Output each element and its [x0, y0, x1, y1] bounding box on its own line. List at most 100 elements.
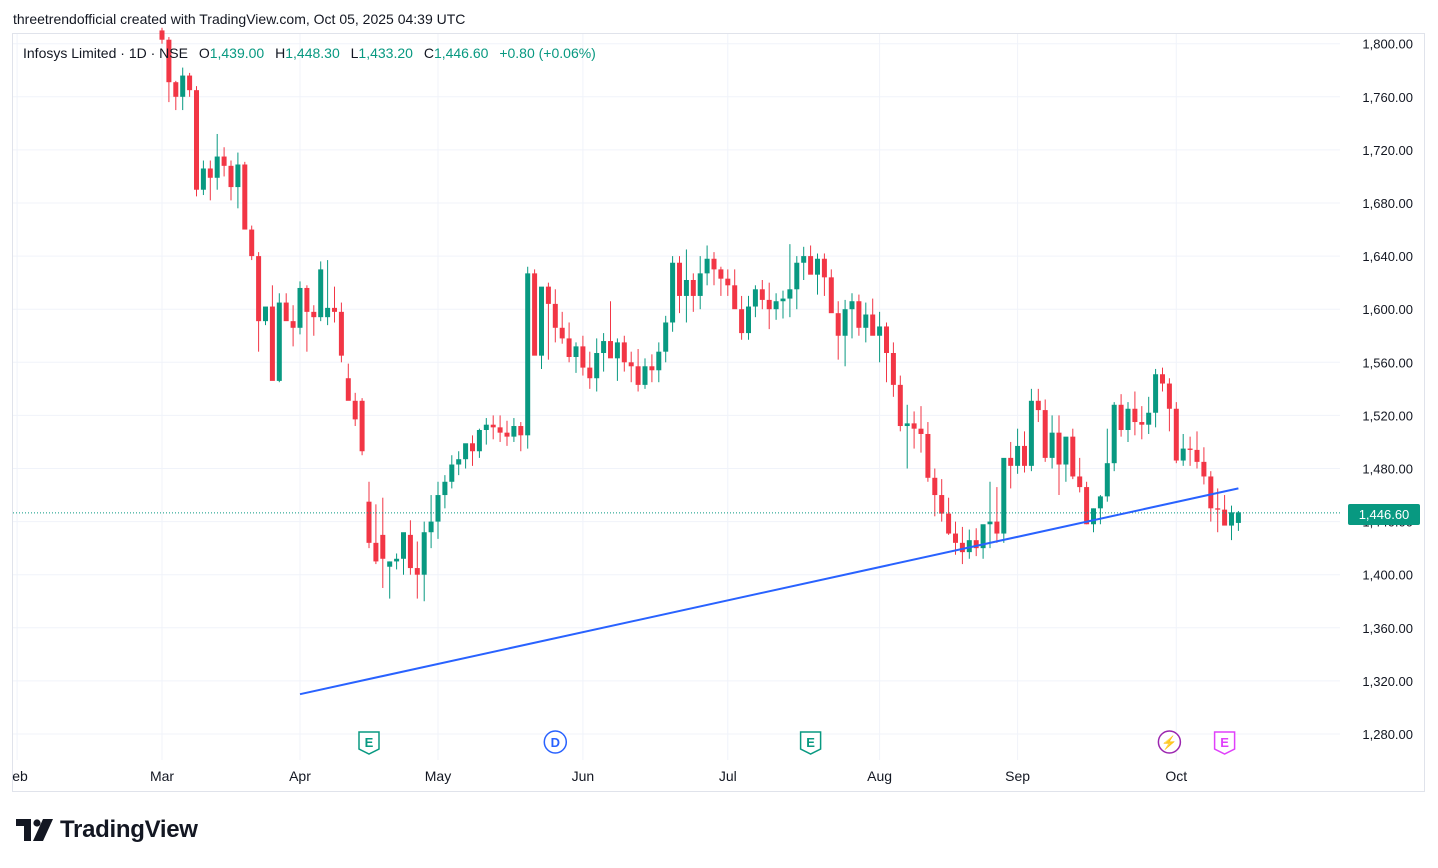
candle — [407, 520, 413, 575]
candle-body — [442, 481, 448, 496]
axes: 1,800.00 1,760.00 1,720.00 1,680.00 1,640.00… — [12, 37, 1413, 784]
candle-body — [725, 278, 731, 286]
candle — [766, 282, 772, 330]
candle — [980, 524, 986, 559]
candle — [1049, 415, 1055, 469]
candles — [159, 27, 1241, 602]
tradingview-brand[interactable]: TradingView — [16, 816, 198, 844]
candle-body — [987, 521, 993, 525]
candle-body — [159, 30, 165, 40]
candle — [1111, 402, 1117, 472]
candle-body — [697, 273, 703, 296]
x-tick-label: Apr — [289, 768, 311, 784]
candle-body — [980, 524, 986, 549]
ohlc-legend: Infosys Limited · 1D · NSE O1,439.00 H1,… — [23, 45, 596, 61]
candle — [877, 311, 883, 363]
candle — [566, 322, 572, 363]
candle — [414, 541, 420, 599]
candle — [1001, 457, 1007, 543]
candle-body — [276, 302, 282, 381]
candle-body — [1111, 404, 1117, 464]
candle — [808, 245, 814, 275]
event-marker[interactable]: D — [543, 730, 568, 754]
x-tick-label: Oct — [1165, 768, 1187, 784]
candle — [828, 269, 834, 314]
candle-body — [394, 558, 400, 562]
y-tick-label: 1,520.00 — [1362, 408, 1413, 423]
y-tick-label: 1,400.00 — [1362, 568, 1413, 583]
candle — [835, 301, 841, 360]
candle-body — [621, 342, 627, 363]
candle-body — [594, 353, 600, 379]
candle — [635, 349, 641, 392]
candle — [200, 160, 206, 196]
candle-body — [608, 341, 613, 359]
candle-body — [966, 540, 972, 553]
event-marker[interactable]: E — [1213, 731, 1236, 755]
legend-close-value: 1,446.60 — [433, 45, 489, 61]
candle-body — [207, 168, 213, 178]
overlays: E D E ⚡ E — [13, 487, 1340, 755]
candle — [932, 468, 938, 517]
candle — [759, 279, 765, 310]
y-tick-label: 1,800.00 — [1362, 37, 1413, 52]
candle — [463, 443, 469, 469]
candle-body — [918, 428, 924, 434]
event-marker-shape — [799, 731, 822, 755]
event-marker[interactable]: E — [799, 731, 822, 755]
candle-body — [739, 309, 745, 334]
candle — [525, 266, 531, 449]
candle — [269, 285, 275, 381]
last-price-tag: 1,446.60 — [1348, 504, 1420, 525]
candle-body — [497, 427, 503, 433]
candle-body — [670, 262, 676, 323]
legend-open-value: 1,439.00 — [209, 45, 265, 61]
event-marker[interactable]: E — [358, 731, 380, 755]
candle-body — [428, 521, 434, 533]
legend-change-value: +0.80 (+0.06%) — [499, 45, 596, 61]
event-marker-circle — [543, 730, 568, 754]
y-tick-label: 1,640.00 — [1362, 249, 1413, 264]
event-marker[interactable]: ⚡ — [1157, 730, 1182, 754]
y-tick-label: 1,760.00 — [1362, 90, 1413, 105]
candle-body — [235, 164, 241, 188]
legend-open-label: O — [198, 45, 210, 61]
candle — [1229, 505, 1234, 541]
candle-body — [752, 289, 758, 307]
candle — [718, 266, 724, 296]
candle — [518, 422, 524, 452]
candle — [159, 27, 165, 44]
y-tick-label: 1,280.00 — [1362, 727, 1413, 742]
candle-body — [387, 561, 393, 567]
candle-body — [166, 39, 172, 83]
candle — [1235, 510, 1241, 531]
candle-body — [456, 459, 462, 465]
candle-body — [580, 346, 586, 368]
candle — [959, 526, 965, 565]
candle — [856, 294, 862, 336]
candle-body — [332, 307, 337, 312]
candle — [628, 351, 634, 383]
candle-body — [545, 286, 551, 304]
candle-body — [1056, 432, 1062, 465]
candle — [332, 286, 337, 323]
candle — [256, 252, 262, 352]
candle-body — [449, 464, 455, 482]
candle-body — [1035, 400, 1041, 411]
candle-body — [173, 82, 179, 97]
candle-body — [953, 533, 958, 543]
candle — [1084, 481, 1090, 525]
candle-body — [1173, 408, 1179, 461]
event-marker-label: ⚡ — [1161, 735, 1177, 751]
candle-body — [476, 430, 482, 452]
candle — [373, 504, 379, 565]
candle-body — [221, 156, 227, 166]
candle-body — [587, 367, 593, 379]
candle-body — [787, 289, 793, 299]
candle — [677, 256, 682, 314]
candle — [1035, 388, 1041, 423]
candle — [173, 80, 179, 111]
candle — [249, 225, 255, 261]
event-marker-shape — [1213, 731, 1236, 755]
